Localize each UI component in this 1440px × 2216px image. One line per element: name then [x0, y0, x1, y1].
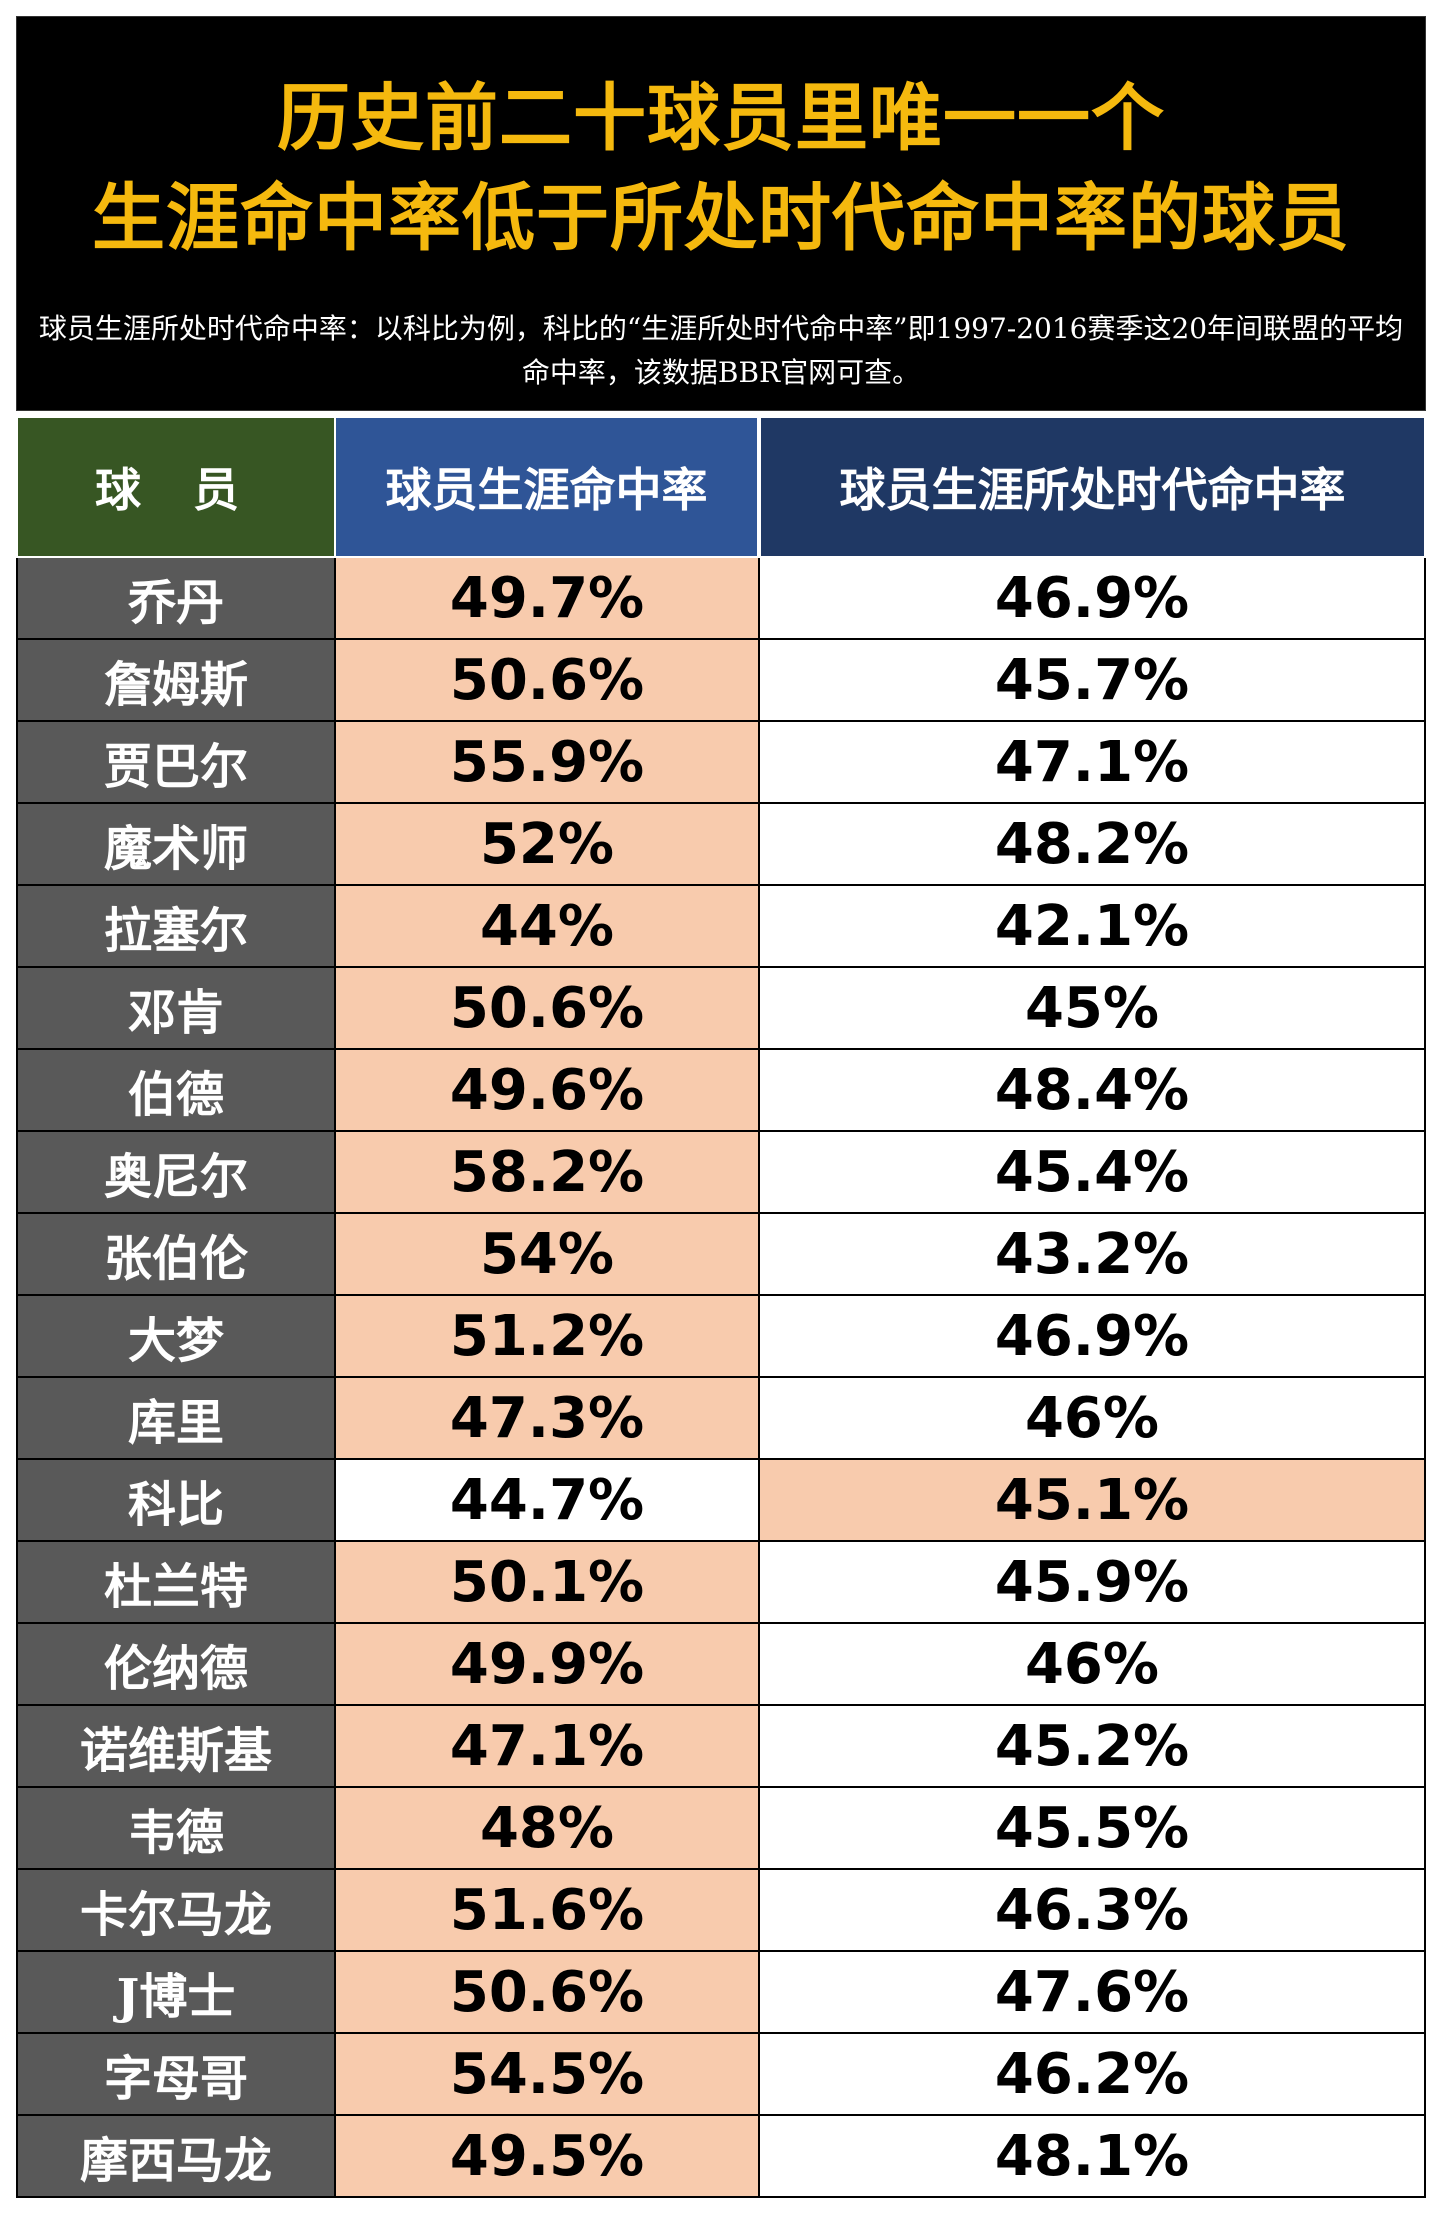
- career-fg-cell: 49.5%: [334, 2114, 760, 2198]
- career-fg-cell: 54.5%: [334, 2032, 760, 2116]
- table-row: J博士 50.6% 47.6%: [16, 1950, 1426, 2034]
- career-fg-cell: 49.7%: [334, 556, 760, 640]
- era-fg-cell: 46%: [758, 1622, 1426, 1706]
- era-fg-cell: 45.2%: [758, 1704, 1426, 1788]
- era-fg-cell: 45.7%: [758, 638, 1426, 722]
- career-fg-cell: 44%: [334, 884, 760, 968]
- era-fg-cell: 45.9%: [758, 1540, 1426, 1624]
- definition-note: 球员生涯所处时代命中率：以科比为例，科比的“生涯所处时代命中率”即1997-20…: [38, 312, 1404, 389]
- player-name-cell: 伯德: [16, 1048, 336, 1132]
- table-body: 乔丹 49.7% 46.9% 詹姆斯 50.6% 45.7% 贾巴尔 55.9% 47.1% 魔术…: [16, 556, 1426, 2198]
- table-row: 科比 44.7% 45.1%: [16, 1458, 1426, 1542]
- table-row: 张伯伦 54% 43.2%: [16, 1212, 1426, 1296]
- player-name-cell: 邓肯: [16, 966, 336, 1050]
- comparison-table: 球 员 球员生涯命中率 球员生涯所处时代命中率 乔丹 49.7% 46.9% 詹姆斯 5…: [16, 416, 1426, 2198]
- table-row: 詹姆斯 50.6% 45.7%: [16, 638, 1426, 722]
- table-row: 魔术师 52% 48.2%: [16, 802, 1426, 886]
- player-name-cell: 贾巴尔: [16, 720, 336, 804]
- header-row: 球 员 球员生涯命中率 球员生涯所处时代命中率: [16, 416, 1426, 558]
- era-fg-cell: 42.1%: [758, 884, 1426, 968]
- era-fg-cell: 48.1%: [758, 2114, 1426, 2198]
- player-name-cell: 字母哥: [16, 2032, 336, 2116]
- table-row: 字母哥 54.5% 46.2%: [16, 2032, 1426, 2116]
- era-fg-cell: 47.1%: [758, 720, 1426, 804]
- career-fg-cell: 51.6%: [334, 1868, 760, 1952]
- player-name-cell: 摩西马龙: [16, 2114, 336, 2198]
- table-row: 摩西马龙 49.5% 48.1%: [16, 2114, 1426, 2198]
- era-fg-cell: 46%: [758, 1376, 1426, 1460]
- title-line-1: 历史前二十球员里唯一一个: [277, 75, 1165, 161]
- era-fg-cell: 46.3%: [758, 1868, 1426, 1952]
- table-row: 库里 47.3% 46%: [16, 1376, 1426, 1460]
- player-name-cell: 大梦: [16, 1294, 336, 1378]
- table-row: 杜兰特 50.1% 45.9%: [16, 1540, 1426, 1624]
- career-fg-cell: 50.6%: [334, 1950, 760, 2034]
- player-name-cell: 杜兰特: [16, 1540, 336, 1624]
- era-fg-cell: 45%: [758, 966, 1426, 1050]
- career-fg-cell: 47.1%: [334, 1704, 760, 1788]
- player-name-cell: J博士: [16, 1950, 336, 2034]
- career-fg-cell: 50.6%: [334, 966, 760, 1050]
- player-name-cell: 韦德: [16, 1786, 336, 1870]
- table-row: 伦纳德 49.9% 46%: [16, 1622, 1426, 1706]
- era-fg-cell: 48.4%: [758, 1048, 1426, 1132]
- player-name-cell: 魔术师: [16, 802, 336, 886]
- era-fg-cell: 46.2%: [758, 2032, 1426, 2116]
- table-row: 韦德 48% 45.5%: [16, 1786, 1426, 1870]
- career-fg-cell: 52%: [334, 802, 760, 886]
- career-fg-cell: 49.6%: [334, 1048, 760, 1132]
- career-fg-cell: 58.2%: [334, 1130, 760, 1214]
- table-row: 乔丹 49.7% 46.9%: [16, 556, 1426, 640]
- table-row: 卡尔马龙 51.6% 46.3%: [16, 1868, 1426, 1952]
- title-line-2: 生涯命中率低于所处时代命中率的球员: [92, 175, 1350, 261]
- title-panel: 历史前二十球员里唯一一个 生涯命中率低于所处时代命中率的球员 球员生涯所处时代命…: [16, 16, 1426, 411]
- career-fg-cell: 50.6%: [334, 638, 760, 722]
- era-fg-cell: 47.6%: [758, 1950, 1426, 2034]
- player-name-cell: 伦纳德: [16, 1622, 336, 1706]
- career-fg-cell: 47.3%: [334, 1376, 760, 1460]
- era-fg-cell: 45.4%: [758, 1130, 1426, 1214]
- player-name-cell: 乔丹: [16, 556, 336, 640]
- player-name-cell: 奥尼尔: [16, 1130, 336, 1214]
- table-row: 诺维斯基 47.1% 45.2%: [16, 1704, 1426, 1788]
- table-row: 伯德 49.6% 48.4%: [16, 1048, 1426, 1132]
- player-name-cell: 詹姆斯: [16, 638, 336, 722]
- player-name-cell: 科比: [16, 1458, 336, 1542]
- header-career-fg: 球员生涯命中率: [334, 416, 761, 558]
- header-player: 球 员: [16, 416, 336, 558]
- career-fg-cell: 49.9%: [334, 1622, 760, 1706]
- career-fg-cell: 51.2%: [334, 1294, 760, 1378]
- career-fg-cell: 50.1%: [334, 1540, 760, 1624]
- table-row: 邓肯 50.6% 45%: [16, 966, 1426, 1050]
- era-fg-cell: 48.2%: [758, 802, 1426, 886]
- player-name-cell: 张伯伦: [16, 1212, 336, 1296]
- player-name-cell: 拉塞尔: [16, 884, 336, 968]
- era-fg-cell: 45.1%: [758, 1458, 1426, 1542]
- player-name-cell: 库里: [16, 1376, 336, 1460]
- era-fg-cell: 46.9%: [758, 1294, 1426, 1378]
- era-fg-cell: 46.9%: [758, 556, 1426, 640]
- table-row: 奥尼尔 58.2% 45.4%: [16, 1130, 1426, 1214]
- table-row: 拉塞尔 44% 42.1%: [16, 884, 1426, 968]
- table-row: 贾巴尔 55.9% 47.1%: [16, 720, 1426, 804]
- era-fg-cell: 43.2%: [758, 1212, 1426, 1296]
- table-row: 大梦 51.2% 46.9%: [16, 1294, 1426, 1378]
- career-fg-cell: 54%: [334, 1212, 760, 1296]
- player-name-cell: 卡尔马龙: [16, 1868, 336, 1952]
- era-fg-cell: 45.5%: [758, 1786, 1426, 1870]
- career-fg-cell: 48%: [334, 1786, 760, 1870]
- career-fg-cell: 44.7%: [334, 1458, 760, 1542]
- header-era-fg: 球员生涯所处时代命中率: [758, 416, 1426, 558]
- player-name-cell: 诺维斯基: [16, 1704, 336, 1788]
- career-fg-cell: 55.9%: [334, 720, 760, 804]
